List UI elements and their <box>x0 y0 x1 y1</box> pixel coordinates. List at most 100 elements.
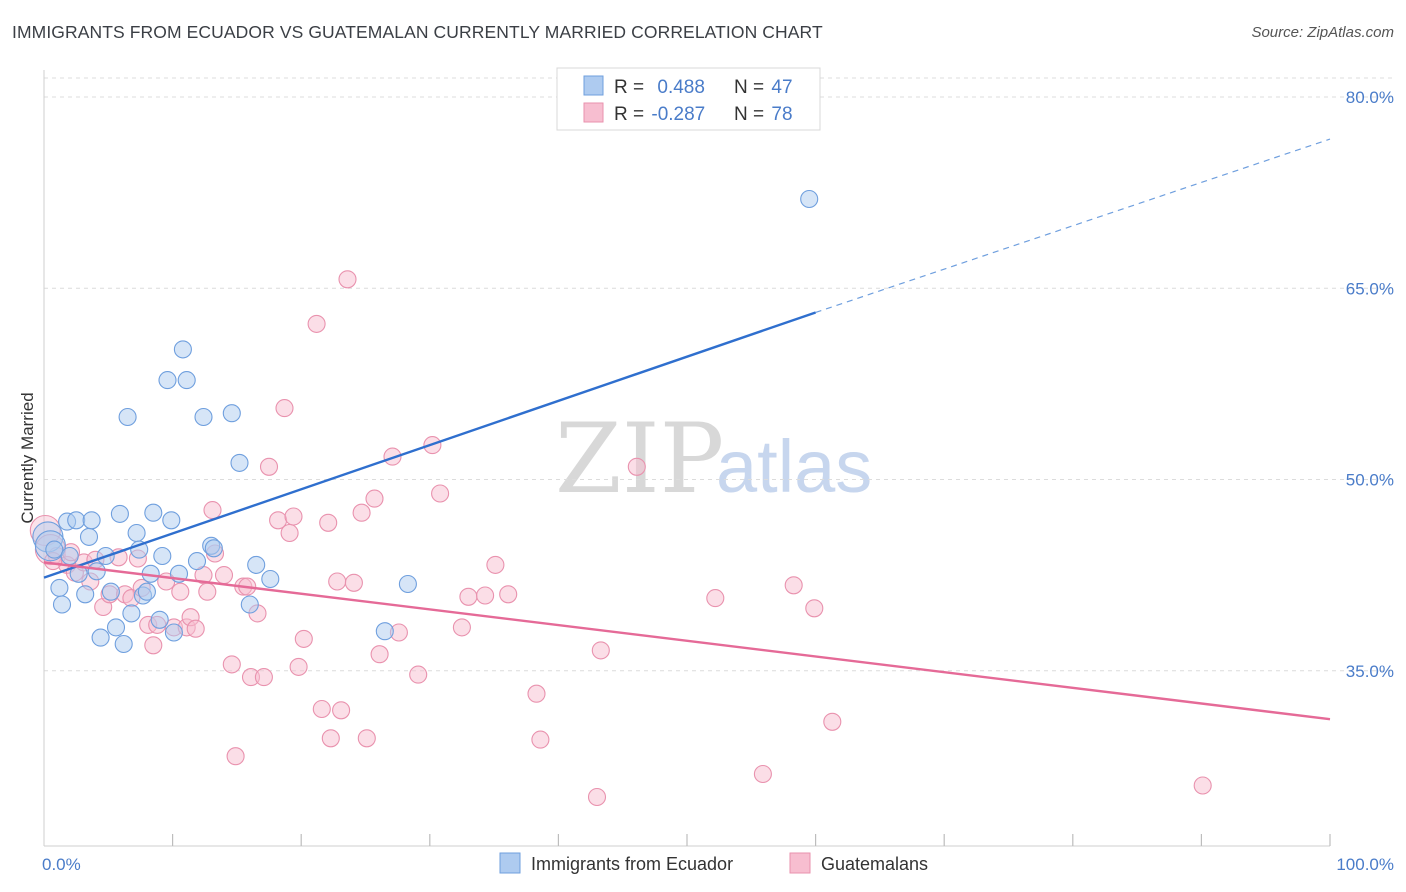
legend-n-label-ecuador: N = <box>734 77 769 98</box>
y-tick-labels: 80.0% 65.0% 50.0% 35.0% <box>1346 88 1394 681</box>
ecuador-point-15 <box>101 582 120 601</box>
ecuador-point-19 <box>118 407 137 427</box>
guatemalans-point-51 <box>352 503 371 522</box>
guatemalans-point-54 <box>370 645 389 664</box>
ecuador-point-2 <box>45 540 64 559</box>
x-tick-label-max: 100.0% <box>1336 855 1394 874</box>
guatemalans-trend-line <box>43 561 1331 721</box>
ecuador-point-6 <box>60 546 79 566</box>
ecuador-point-36 <box>194 407 213 427</box>
svg-text:R = -0.287: R = -0.287 <box>614 104 705 125</box>
y-tick-label-35: 35.0% <box>1346 662 1394 681</box>
guatemalans-point-16 <box>144 636 163 655</box>
ecuador-point-10 <box>79 527 99 546</box>
ecuador-point-18 <box>114 634 133 654</box>
y-axis-title: Currently Married <box>18 392 37 523</box>
legend-r-label-guatemalans: R = <box>614 104 649 125</box>
ecuador-point-12 <box>87 562 106 581</box>
ecuador-trend-extension <box>815 138 1331 314</box>
ecuador-point-3 <box>50 578 69 597</box>
bottom-legend-swatch-guatemalans <box>789 852 811 874</box>
guatemalans-point-53 <box>365 489 384 508</box>
ecuador-point-16 <box>106 618 126 637</box>
guatemalans-point-40 <box>284 507 303 526</box>
ecuador-point-20 <box>122 604 141 623</box>
guatemalans-point-26 <box>203 501 222 520</box>
ecuador-point-26 <box>144 503 163 522</box>
guatemalans-point-29 <box>222 655 241 674</box>
ecuador-point-7 <box>67 511 86 530</box>
guatemalans-point-73 <box>805 599 824 618</box>
ecuador-point-21 <box>127 523 146 543</box>
guatemalans-point-52 <box>357 729 376 748</box>
trend-lines <box>43 138 1331 721</box>
legend-swatch-guatemalans <box>583 102 604 123</box>
guatemalans-point-64 <box>499 585 518 604</box>
legend-r-label-ecuador: R = <box>614 77 649 98</box>
ecuador-point-27 <box>150 610 169 629</box>
ecuador-point-46 <box>800 189 819 209</box>
ecuador-point-44 <box>375 622 394 641</box>
legend-r-value-ecuador: 0.488 <box>657 77 705 98</box>
ecuador-trend-line <box>43 311 816 579</box>
guatemalans-point-23 <box>186 619 205 638</box>
y-tick-label-65: 65.0% <box>1346 279 1394 298</box>
guatemalans-point-67 <box>587 787 607 807</box>
legend-r-value-guatemalans: -0.287 <box>651 104 705 125</box>
guatemalans-point-46 <box>321 729 340 748</box>
guatemalans-point-61 <box>459 587 478 606</box>
guatemalans-point-41 <box>289 657 308 676</box>
ecuador-point-9 <box>76 585 95 604</box>
guatemalans-point-62 <box>476 586 495 605</box>
ecuador-point-38 <box>204 539 223 558</box>
y-tick-label-50: 50.0% <box>1346 471 1394 490</box>
guatemalans-point-49 <box>338 270 357 289</box>
x-tick-label-min: 0.0% <box>42 855 81 874</box>
ecuador-point-42 <box>247 555 266 574</box>
ecuador-point-28 <box>153 546 172 566</box>
guatemalans-point-42 <box>294 629 313 648</box>
legend-swatch-ecuador <box>583 75 604 96</box>
guatemalans-point-69 <box>627 457 646 476</box>
guatemalans-point-30 <box>226 747 245 766</box>
svg-text:N = 78: N = 78 <box>734 104 793 125</box>
guatemalans-point-71 <box>753 764 772 784</box>
guatemalans-point-20 <box>171 582 190 601</box>
ecuador-point-40 <box>230 453 249 472</box>
guatemalans-point-45 <box>319 513 338 532</box>
svg-text:N = 47: N = 47 <box>734 77 793 98</box>
guatemalans-point-28 <box>214 566 234 585</box>
ecuador-point-24 <box>137 582 156 601</box>
watermark-atlas: atlas <box>716 425 872 508</box>
bottom-legend-label-guatemalans: Guatemalans <box>821 854 928 874</box>
ecuador-point-17 <box>110 504 129 523</box>
y-tick-label-80: 80.0% <box>1346 88 1394 107</box>
guatemalans-point-44 <box>312 699 331 719</box>
guatemalans-point-60 <box>452 618 471 637</box>
bottom-legend-swatch-ecuador <box>499 852 521 874</box>
series-legend: Immigrants from Ecuador Guatemalans <box>499 852 928 874</box>
chart-source: Source: ZipAtlas.com <box>1251 24 1394 41</box>
guatemalans-point-70 <box>706 589 725 608</box>
guatemalans-point-72 <box>784 576 803 595</box>
legend-n-value-guatemalans: 78 <box>771 104 792 125</box>
ecuador-point-13 <box>91 628 110 647</box>
legend-n-value-ecuador: 47 <box>771 77 792 98</box>
bottom-legend-label-ecuador: Immigrants from Ecuador <box>531 854 733 874</box>
guatemalans-point-50 <box>344 573 363 592</box>
ecuador-point-35 <box>187 552 207 571</box>
chart-title: IMMIGRANTS FROM ECUADOR VS GUATEMALAN CU… <box>12 22 823 42</box>
ecuador-point-43 <box>261 569 280 589</box>
guatemalans-point-47 <box>328 572 347 591</box>
x-ticks <box>172 834 1331 846</box>
ecuador-point-41 <box>240 595 259 614</box>
guatemalans-point-68 <box>591 641 610 660</box>
guatemalans-point-35 <box>254 668 273 687</box>
svg-text:R = 0.488: R = 0.488 <box>614 77 705 98</box>
guatemalans-point-75 <box>1193 776 1212 795</box>
guatemalans-point-25 <box>198 582 217 601</box>
ecuador-point-33 <box>173 340 192 359</box>
legend-n-label-guatemalans: N = <box>734 104 769 125</box>
guatemalans-point-39 <box>280 523 299 543</box>
